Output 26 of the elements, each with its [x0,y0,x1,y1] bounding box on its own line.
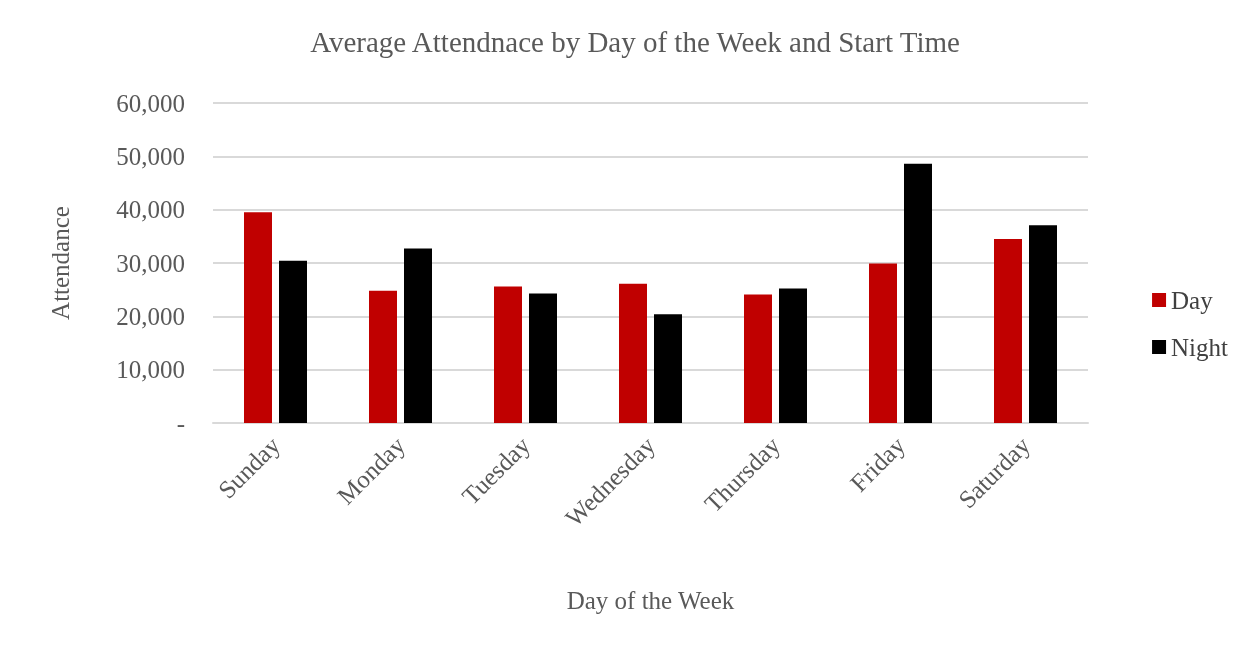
bar [654,314,682,423]
x-axis-title: Day of the Week [566,587,735,614]
bar [1029,225,1057,423]
y-tick-label: 40,000 [116,196,185,224]
y-tick-label: - [176,409,185,437]
bar [244,212,272,423]
bar [994,239,1022,423]
bar [529,293,557,423]
y-axis-title: Attendance [47,206,74,320]
bar [904,163,932,423]
bar [279,260,307,423]
y-tick-label: 30,000 [116,249,185,277]
chart-title: Average Attendnace by Day of the Week and Start Time [310,25,960,58]
bar [404,248,432,423]
bar [619,283,647,423]
bar [779,288,807,423]
bar [869,263,897,423]
y-tick-label: 60,000 [116,89,185,117]
y-tick-label: 20,000 [116,302,185,330]
bar [744,294,772,423]
legend-label: Night [1171,333,1229,361]
y-tick-label: 50,000 [116,142,185,170]
legend-label: Day [1171,286,1214,314]
y-tick-label: 10,000 [116,356,185,384]
bar [369,290,397,423]
bar [494,286,522,423]
